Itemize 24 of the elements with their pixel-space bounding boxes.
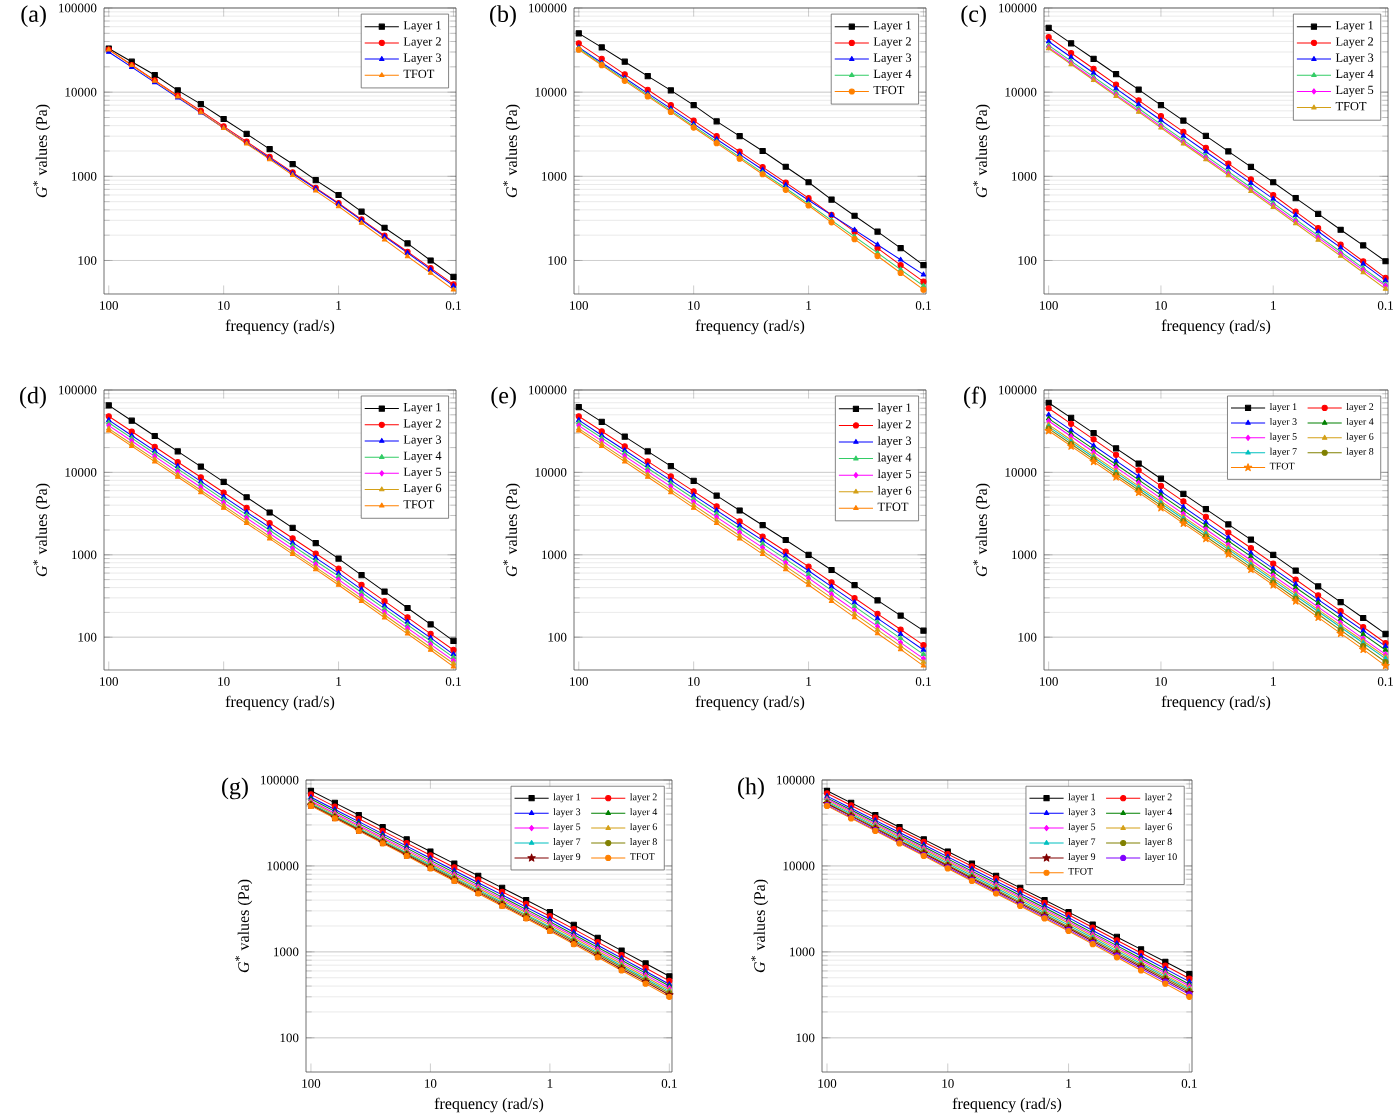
y-axis-title: G$^{*}$ values (Pa) bbox=[973, 104, 991, 198]
x-axis-title: frequency (rad/s) bbox=[952, 1097, 1062, 1113]
x-axis-title: frequency (rad/s) bbox=[225, 695, 335, 711]
chart-title: (e) bbox=[491, 386, 516, 409]
x-axis-title: frequency (rad/s) bbox=[695, 695, 805, 711]
chart-title: (a) bbox=[21, 5, 46, 27]
chart-title: (g) bbox=[222, 777, 248, 800]
chart-title: (b) bbox=[490, 5, 516, 27]
x-axis-title: frequency (rad/s) bbox=[225, 319, 335, 335]
x-axis-title: frequency (rad/s) bbox=[1161, 695, 1271, 711]
chart-title: (d) bbox=[20, 386, 46, 409]
x-axis-title: frequency (rad/s) bbox=[1161, 319, 1271, 335]
y-axis-title: G$^{*}$ values (Pa) bbox=[503, 483, 521, 577]
y-axis-title: G$^{*}$ values (Pa) bbox=[503, 104, 521, 198]
y-axis-title: G$^{*}$ values (Pa) bbox=[33, 483, 51, 577]
x-axis-title: frequency (rad/s) bbox=[695, 319, 805, 335]
y-axis-title: G$^{*}$ values (Pa) bbox=[235, 879, 253, 973]
y-axis-title: G$^{*}$ values (Pa) bbox=[33, 104, 51, 198]
x-axis-title: frequency (rad/s) bbox=[434, 1097, 544, 1113]
y-axis-title: G$^{*}$ values (Pa) bbox=[751, 879, 769, 973]
chart-title: (f) bbox=[964, 386, 986, 409]
chart-title: (h) bbox=[738, 777, 764, 800]
y-axis-title: G$^{*}$ values (Pa) bbox=[973, 483, 991, 577]
chart-title: (c) bbox=[961, 5, 986, 27]
